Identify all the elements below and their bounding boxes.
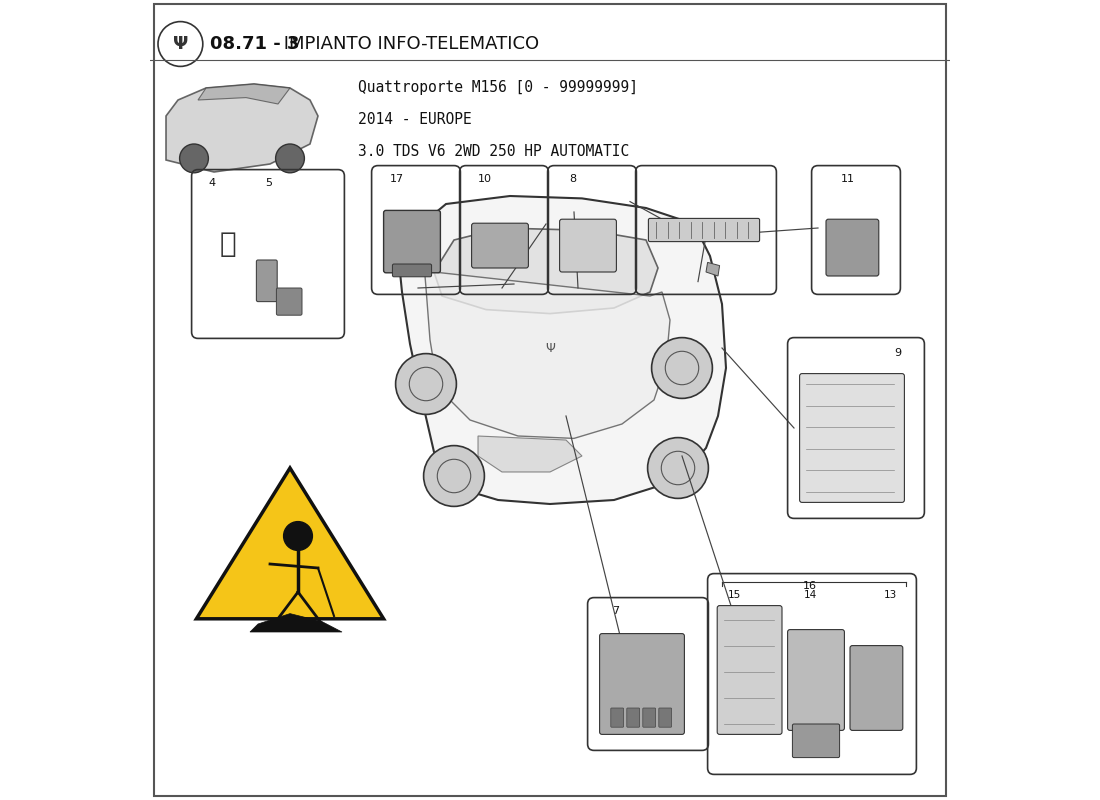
Circle shape xyxy=(179,144,208,173)
FancyBboxPatch shape xyxy=(256,260,277,302)
Text: 11: 11 xyxy=(840,174,855,184)
FancyBboxPatch shape xyxy=(800,374,904,502)
Text: 16: 16 xyxy=(803,581,817,590)
Text: Ψ: Ψ xyxy=(546,342,554,354)
Circle shape xyxy=(648,438,708,498)
Circle shape xyxy=(424,446,484,506)
FancyBboxPatch shape xyxy=(792,724,839,758)
Circle shape xyxy=(276,144,305,173)
Polygon shape xyxy=(398,196,726,504)
FancyBboxPatch shape xyxy=(472,223,528,268)
Text: 13: 13 xyxy=(883,590,896,600)
Text: 9: 9 xyxy=(894,348,902,358)
Circle shape xyxy=(651,338,713,398)
FancyBboxPatch shape xyxy=(393,264,431,277)
FancyBboxPatch shape xyxy=(560,219,616,272)
Text: 15: 15 xyxy=(727,590,740,600)
FancyBboxPatch shape xyxy=(276,288,303,315)
Text: 08.71 - 3: 08.71 - 3 xyxy=(210,35,299,53)
Text: 🎧: 🎧 xyxy=(220,230,236,258)
Circle shape xyxy=(396,354,456,414)
Text: 5: 5 xyxy=(265,178,272,188)
Text: 10: 10 xyxy=(477,174,492,184)
Text: 7: 7 xyxy=(612,606,619,616)
FancyBboxPatch shape xyxy=(648,218,760,242)
Text: 8: 8 xyxy=(569,174,576,184)
Circle shape xyxy=(284,522,312,550)
FancyBboxPatch shape xyxy=(610,708,624,727)
FancyBboxPatch shape xyxy=(826,219,879,276)
Text: IMPIANTO INFO-TELEMATICO: IMPIANTO INFO-TELEMATICO xyxy=(278,35,539,53)
Polygon shape xyxy=(478,436,582,472)
FancyBboxPatch shape xyxy=(600,634,684,734)
Text: 14: 14 xyxy=(803,590,816,600)
Text: Ψ: Ψ xyxy=(173,35,188,53)
Text: 3.0 TDS V6 2WD 250 HP AUTOMATIC: 3.0 TDS V6 2WD 250 HP AUTOMATIC xyxy=(358,144,629,159)
FancyBboxPatch shape xyxy=(642,708,656,727)
FancyBboxPatch shape xyxy=(384,210,440,273)
Polygon shape xyxy=(166,84,318,172)
FancyBboxPatch shape xyxy=(717,606,782,734)
Polygon shape xyxy=(434,228,658,314)
FancyBboxPatch shape xyxy=(627,708,639,727)
FancyBboxPatch shape xyxy=(659,708,672,727)
Text: 17: 17 xyxy=(389,174,404,184)
Text: 4: 4 xyxy=(209,178,216,188)
Polygon shape xyxy=(250,614,342,632)
Polygon shape xyxy=(422,240,670,438)
FancyBboxPatch shape xyxy=(788,630,845,730)
Polygon shape xyxy=(394,260,402,268)
Polygon shape xyxy=(198,84,290,104)
Text: Quattroporte M156 [0 - 99999999]: Quattroporte M156 [0 - 99999999] xyxy=(358,80,638,95)
FancyBboxPatch shape xyxy=(850,646,903,730)
Text: 2014 - EUROPE: 2014 - EUROPE xyxy=(358,112,472,127)
Polygon shape xyxy=(197,468,384,619)
Polygon shape xyxy=(706,262,719,276)
